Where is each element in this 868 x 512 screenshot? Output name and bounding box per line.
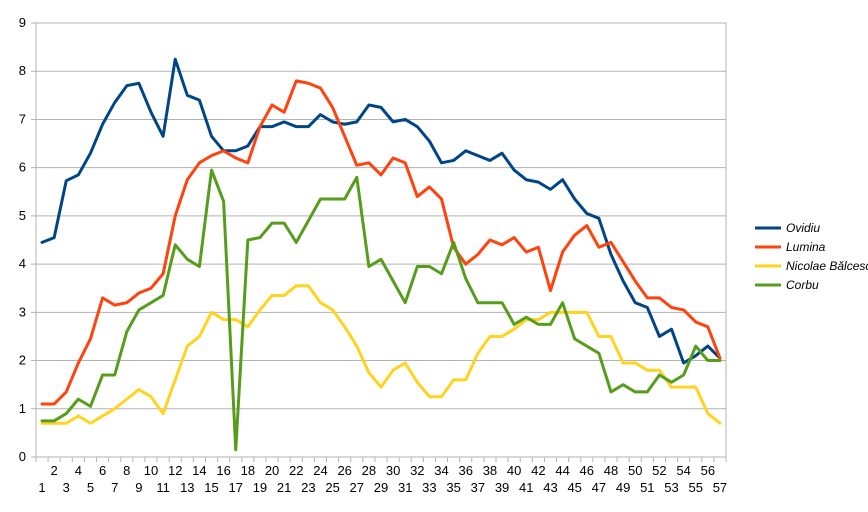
x-tick-label: 32 (410, 463, 424, 478)
x-tick-label: 54 (676, 463, 690, 478)
x-tick-label: 51 (640, 480, 654, 495)
y-tick-label: 7 (19, 111, 26, 126)
x-tick-label: 2 (51, 463, 58, 478)
y-tick-label: 0 (19, 449, 26, 464)
x-tick-label: 18 (241, 463, 255, 478)
x-tick-label: 20 (265, 463, 279, 478)
y-tick-label: 8 (19, 63, 26, 78)
x-tick-label: 19 (253, 480, 267, 495)
x-tick-label: 4 (75, 463, 82, 478)
x-tick-label: 6 (99, 463, 106, 478)
x-tick-label: 43 (543, 480, 557, 495)
x-tick-label: 29 (374, 480, 388, 495)
x-tick-label: 21 (277, 480, 291, 495)
series-line-2 (40, 284, 722, 425)
x-tick-label: 9 (135, 480, 142, 495)
series-line-3 (40, 168, 722, 452)
y-tick-label: 3 (19, 304, 26, 319)
x-tick-label: 36 (459, 463, 473, 478)
series-line-1 (40, 79, 722, 406)
gridlines (36, 22, 726, 458)
legend-label: Corbu (786, 278, 819, 292)
x-tick-label: 1 (38, 480, 45, 495)
x-tick-label: 26 (337, 463, 351, 478)
x-tick-label: 12 (168, 463, 182, 478)
x-tick-label: 55 (689, 480, 703, 495)
series-lines (40, 57, 722, 452)
y-tick-label: 1 (19, 401, 26, 416)
x-tick-label: 24 (313, 463, 327, 478)
x-tick-label: 14 (192, 463, 206, 478)
x-tick-label: 42 (531, 463, 545, 478)
y-tick-label: 6 (19, 160, 26, 175)
y-tick-label: 2 (19, 353, 26, 368)
x-tick-label: 45 (567, 480, 581, 495)
x-tick-label: 25 (325, 480, 339, 495)
x-tick-label: 16 (216, 463, 230, 478)
x-tick-label: 56 (701, 463, 715, 478)
y-tick-label: 9 (19, 15, 26, 30)
x-tick-label: 38 (483, 463, 497, 478)
x-axis-ticks: 1234567891011121314151617181920212223242… (35, 457, 727, 495)
x-tick-label: 39 (495, 480, 509, 495)
x-tick-label: 41 (519, 480, 533, 495)
x-tick-label: 23 (301, 480, 315, 495)
x-tick-label: 37 (471, 480, 485, 495)
x-tick-label: 33 (422, 480, 436, 495)
x-tick-label: 52 (652, 463, 666, 478)
x-tick-label: 49 (616, 480, 630, 495)
x-tick-label: 5 (87, 480, 94, 495)
x-tick-label: 7 (111, 480, 118, 495)
x-tick-label: 15 (204, 480, 218, 495)
legend: Ovidiu Lumina Nicolae Bălcescu Corbu (755, 221, 868, 292)
legend-label: Nicolae Bălcescu (786, 259, 868, 273)
y-tick-label: 5 (19, 208, 26, 223)
x-tick-label: 3 (63, 480, 70, 495)
x-tick-label: 46 (580, 463, 594, 478)
x-tick-label: 10 (144, 463, 158, 478)
x-tick-label: 40 (507, 463, 521, 478)
x-tick-label: 47 (592, 480, 606, 495)
x-tick-label: 48 (604, 463, 618, 478)
x-tick-label: 31 (398, 480, 412, 495)
x-tick-label: 34 (434, 463, 448, 478)
x-tick-label: 27 (350, 480, 364, 495)
x-tick-label: 53 (664, 480, 678, 495)
legend-label: Ovidiu (786, 221, 820, 235)
x-tick-label: 30 (386, 463, 400, 478)
x-tick-label: 13 (180, 480, 194, 495)
x-tick-label: 57 (713, 480, 727, 495)
y-tick-label: 4 (19, 256, 26, 271)
x-tick-label: 35 (446, 480, 460, 495)
x-tick-label: 22 (289, 463, 303, 478)
y-axis-ticks: 0 1 2 3 4 5 6 7 8 9 (19, 15, 36, 464)
x-tick-label: 50 (628, 463, 642, 478)
x-tick-label: 28 (362, 463, 376, 478)
x-tick-label: 8 (123, 463, 130, 478)
x-tick-label: 44 (555, 463, 569, 478)
x-tick-label: 17 (229, 480, 243, 495)
x-tick-label: 11 (156, 480, 170, 495)
legend-label: Lumina (786, 240, 826, 254)
